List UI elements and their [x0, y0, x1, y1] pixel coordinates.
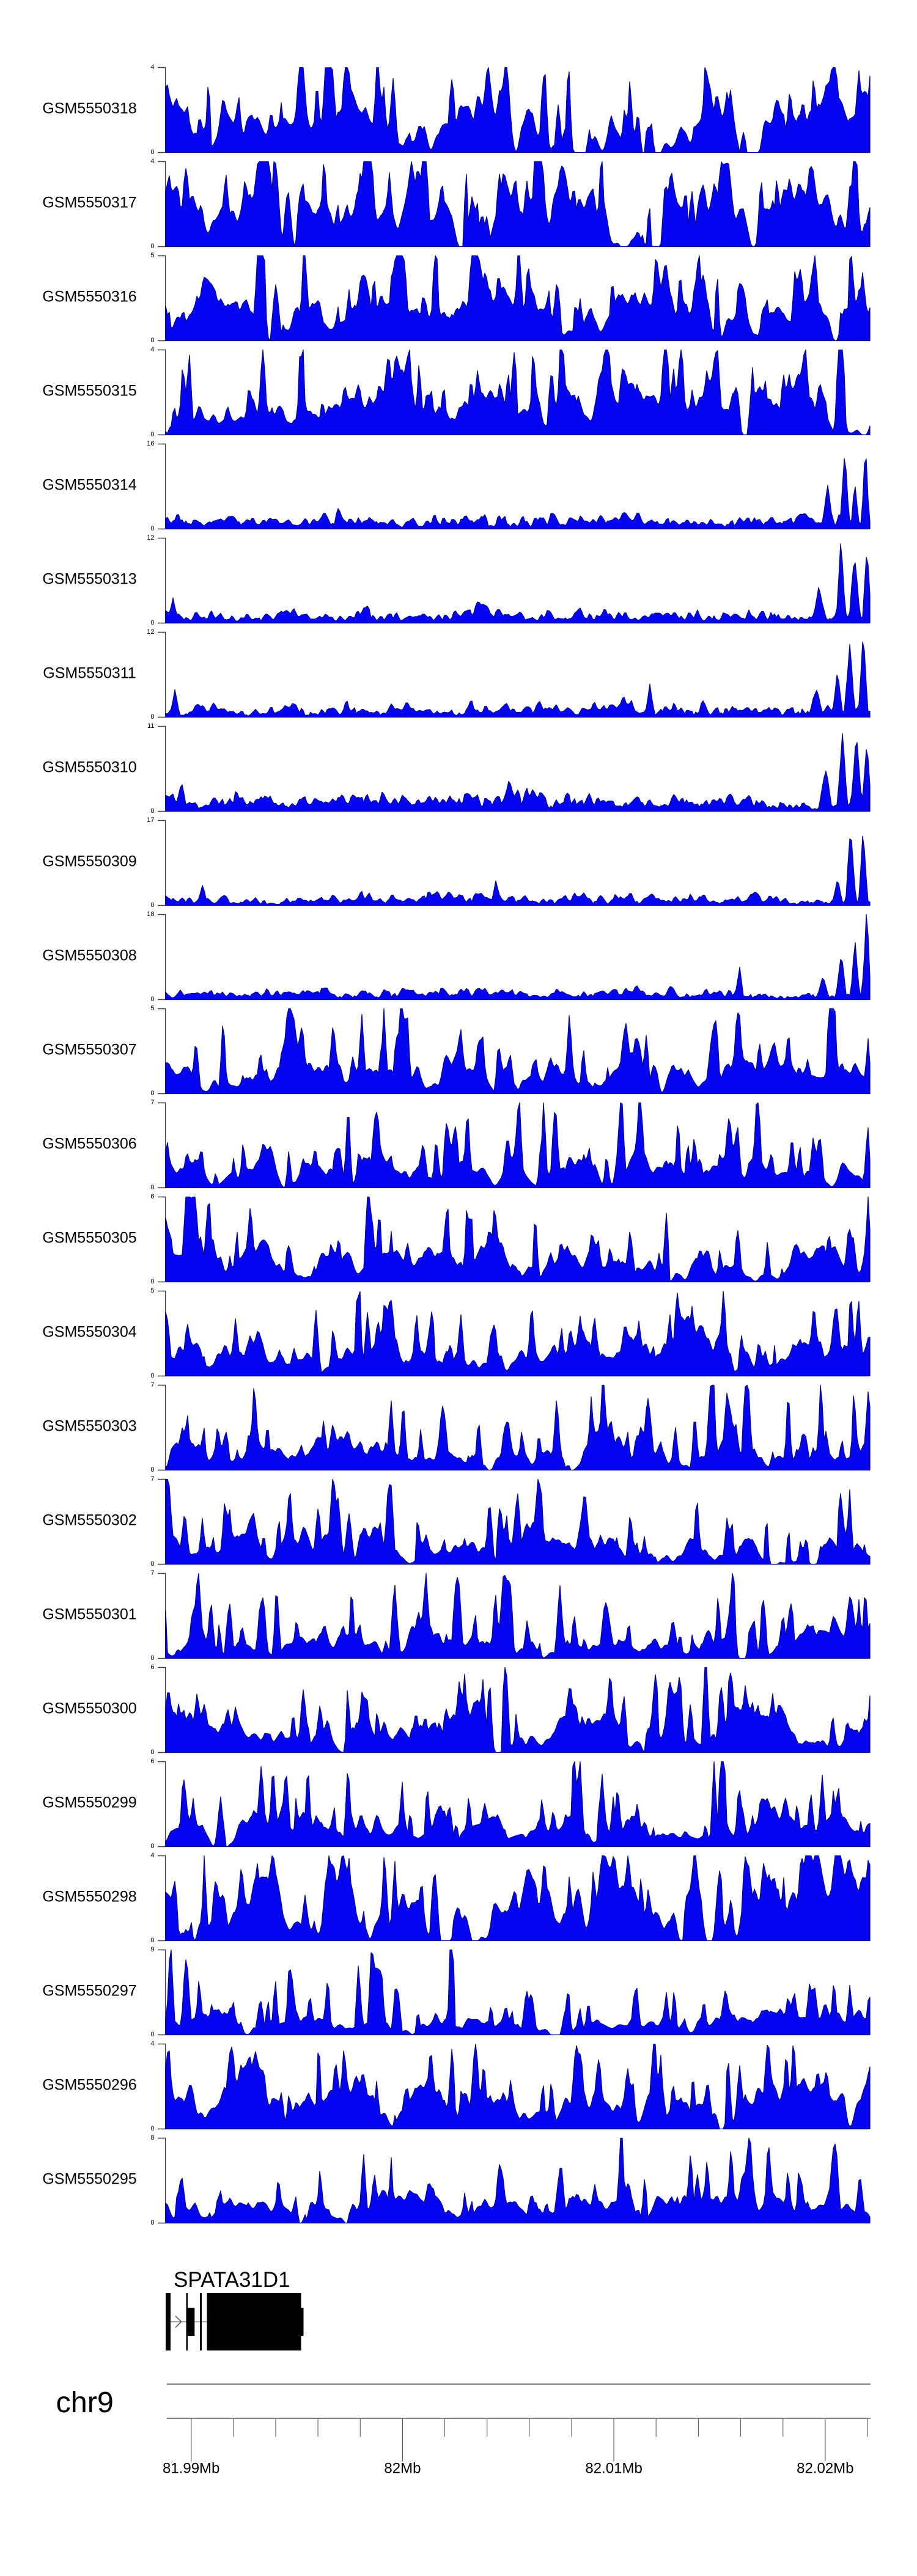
svg-text:0: 0 — [150, 713, 154, 721]
svg-text:GSM5550307: GSM5550307 — [42, 1041, 136, 1058]
svg-text:0: 0 — [150, 2125, 154, 2132]
svg-text:9: 9 — [150, 1946, 154, 1953]
svg-text:4: 4 — [150, 2040, 154, 2047]
svg-text:0: 0 — [150, 1749, 154, 1756]
svg-text:0: 0 — [150, 243, 154, 250]
svg-text:GSM5550309: GSM5550309 — [42, 853, 136, 870]
svg-text:7: 7 — [150, 1381, 154, 1389]
svg-text:18: 18 — [147, 911, 154, 918]
svg-text:GSM5550317: GSM5550317 — [42, 194, 136, 211]
svg-text:6: 6 — [150, 1664, 154, 1671]
svg-text:0: 0 — [150, 337, 154, 344]
svg-text:0: 0 — [150, 2219, 154, 2226]
svg-text:GSM5550305: GSM5550305 — [42, 1229, 136, 1246]
svg-text:7: 7 — [150, 1099, 154, 1106]
svg-text:11: 11 — [147, 722, 154, 730]
svg-text:chr9: chr9 — [56, 2386, 114, 2419]
svg-text:17: 17 — [147, 816, 154, 824]
svg-text:0: 0 — [150, 1372, 154, 1379]
svg-text:GSM5550301: GSM5550301 — [42, 1605, 136, 1623]
svg-text:GSM5550295: GSM5550295 — [42, 2170, 136, 2187]
svg-text:0: 0 — [150, 1654, 154, 1662]
svg-text:GSM5550306: GSM5550306 — [42, 1135, 136, 1152]
svg-text:82.01Mb: 82.01Mb — [585, 2460, 642, 2477]
svg-text:0: 0 — [150, 619, 154, 626]
svg-text:GSM5550298: GSM5550298 — [42, 1888, 136, 1905]
svg-text:0: 0 — [150, 996, 154, 1003]
svg-text:GSM5550316: GSM5550316 — [42, 288, 136, 305]
svg-text:0: 0 — [150, 1090, 154, 1097]
svg-text:0: 0 — [150, 2031, 154, 2038]
svg-text:82Mb: 82Mb — [384, 2460, 421, 2477]
svg-text:7: 7 — [150, 1475, 154, 1483]
svg-text:GSM5550318: GSM5550318 — [42, 100, 136, 117]
svg-text:GSM5550299: GSM5550299 — [42, 1794, 136, 1811]
svg-text:0: 0 — [150, 525, 154, 532]
svg-text:0: 0 — [150, 1466, 154, 1473]
svg-text:6: 6 — [150, 1193, 154, 1200]
svg-text:5: 5 — [150, 1005, 154, 1012]
svg-text:GSM5550315: GSM5550315 — [42, 382, 136, 399]
svg-text:12: 12 — [147, 628, 154, 636]
svg-text:4: 4 — [150, 346, 154, 353]
svg-text:7: 7 — [150, 1569, 154, 1577]
svg-text:0: 0 — [150, 1278, 154, 1285]
svg-text:GSM5550302: GSM5550302 — [42, 1511, 136, 1528]
svg-text:4: 4 — [150, 64, 154, 71]
svg-text:GSM5550296: GSM5550296 — [42, 2076, 136, 2093]
svg-text:6: 6 — [150, 1758, 154, 1765]
svg-text:0: 0 — [150, 807, 154, 815]
svg-text:0: 0 — [150, 1843, 154, 1850]
svg-text:4: 4 — [150, 1852, 154, 1859]
svg-text:8: 8 — [150, 2134, 154, 2141]
svg-text:GSM5550297: GSM5550297 — [42, 1982, 136, 1999]
svg-text:16: 16 — [147, 440, 154, 447]
svg-text:GSM5550310: GSM5550310 — [42, 758, 136, 776]
svg-text:GSM5550314: GSM5550314 — [42, 476, 136, 493]
svg-text:0: 0 — [150, 1184, 154, 1191]
svg-text:GSM5550313: GSM5550313 — [42, 570, 136, 587]
svg-text:0: 0 — [150, 1937, 154, 1944]
svg-text:82.02Mb: 82.02Mb — [797, 2460, 853, 2477]
svg-text:0: 0 — [150, 1560, 154, 1568]
svg-text:GSM5550300: GSM5550300 — [42, 1700, 136, 1717]
svg-text:12: 12 — [147, 534, 154, 541]
svg-text:GSM5550303: GSM5550303 — [42, 1417, 136, 1434]
svg-text:4: 4 — [150, 158, 154, 165]
svg-text:5: 5 — [150, 1287, 154, 1294]
svg-text:0: 0 — [150, 901, 154, 909]
svg-text:5: 5 — [150, 252, 154, 259]
svg-text:0: 0 — [150, 149, 154, 156]
svg-text:GSM5550311: GSM5550311 — [43, 664, 136, 681]
svg-text:81.99Mb: 81.99Mb — [163, 2460, 219, 2477]
svg-text:GSM5550304: GSM5550304 — [42, 1323, 136, 1340]
svg-text:SPATA31D1: SPATA31D1 — [174, 2268, 290, 2292]
svg-text:0: 0 — [150, 431, 154, 438]
svg-text:GSM5550308: GSM5550308 — [42, 947, 136, 964]
